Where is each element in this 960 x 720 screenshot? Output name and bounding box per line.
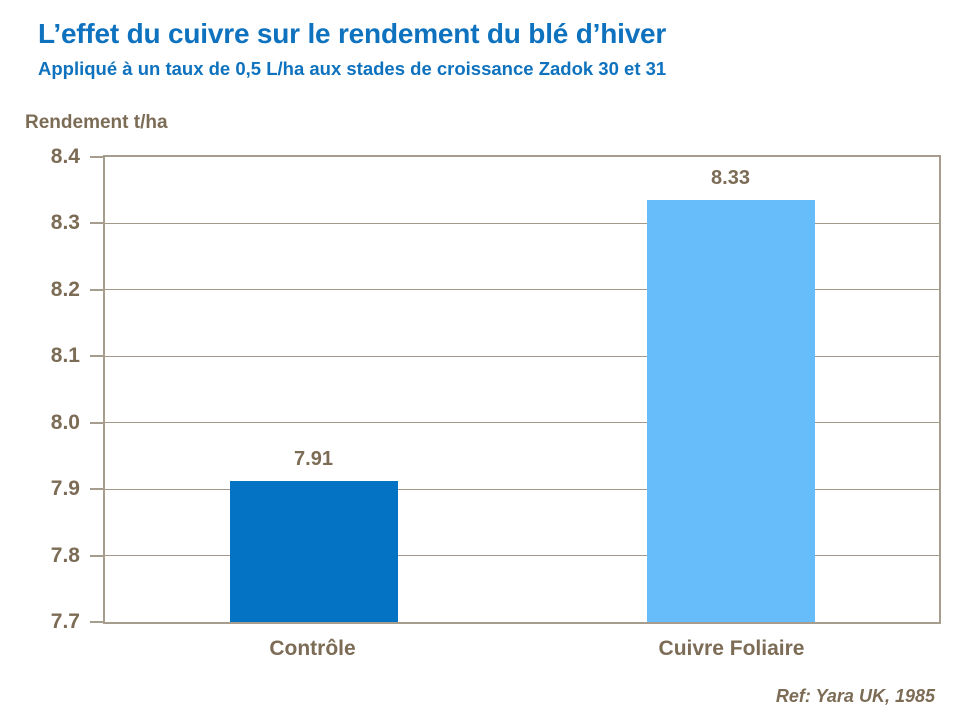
y-tick-mark xyxy=(90,621,105,623)
bar-value-label-controle: 7.91 xyxy=(294,448,333,471)
bar-controle xyxy=(229,481,398,622)
y-tick-label: 8.2 xyxy=(50,277,80,301)
reference-text: Ref: Yara UK, 1985 xyxy=(775,686,935,706)
x-axis-label-controle: Contrôle xyxy=(269,637,356,660)
x-axis-label-cuivre-foliaire: Cuivre Foliaire xyxy=(658,637,805,660)
y-tick-label: 7.7 xyxy=(50,610,80,633)
y-tick-label: 8.4 xyxy=(50,145,80,168)
y-tick-label: 8.1 xyxy=(50,344,80,368)
y-tick-mark xyxy=(90,355,105,358)
gridline xyxy=(105,222,939,224)
gridline xyxy=(105,355,939,357)
bar-value-label-cuivre-foliaire: 8.33 xyxy=(711,166,750,189)
y-tick-label: 7.9 xyxy=(50,477,80,501)
chart-title: L’effet du cuivre sur le rendement du bl… xyxy=(38,18,667,49)
chart-subtitle: Appliqué à un taux de 0,5 L/ha aux stade… xyxy=(38,58,667,79)
y-tick-mark xyxy=(90,421,105,424)
y-tick-label: 8.3 xyxy=(50,211,80,235)
y-tick-label: 8.0 xyxy=(50,410,80,434)
y-tick-mark xyxy=(90,488,105,491)
y-tick-mark xyxy=(90,222,105,225)
gridline xyxy=(105,555,939,557)
gridline xyxy=(105,488,939,490)
plot-area: 8.4 8.3 8.2 8.1 8.0 7.9 7.8 7.7 7.91 8.33 xyxy=(51,145,941,633)
y-tick-label: 7.8 xyxy=(50,543,80,567)
y-tick-mark xyxy=(90,554,105,557)
bar-cuivre-foliaire xyxy=(646,199,815,622)
y-tick-mark xyxy=(90,288,105,291)
gridline xyxy=(105,422,939,424)
y-tick-mark xyxy=(90,156,105,158)
gridline xyxy=(105,289,939,291)
y-axis-title: Rendement t/ha xyxy=(25,112,168,133)
